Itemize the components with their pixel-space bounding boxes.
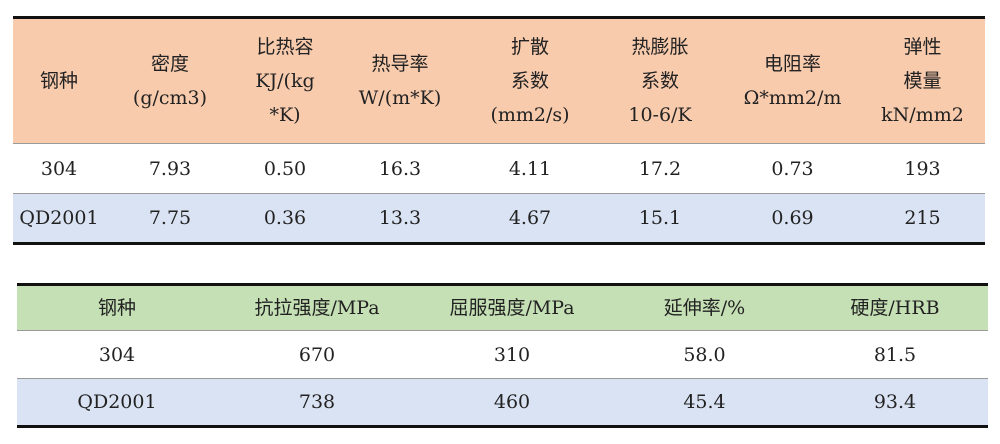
table-row: QD2001 7.75 0.36 13.3 4.67 15.1 0.69 215	[13, 193, 985, 244]
value-cell: 13.3	[335, 193, 465, 244]
mechanical-properties-table: 钢种 抗拉强度/MPa 屈服强度/MPa 延伸率/% 硬度/HRB 304 670 310 58…	[17, 283, 988, 428]
header-cell: 屈服强度/MPa	[417, 285, 607, 331]
value-cell: 670	[217, 330, 417, 379]
header-text: 系数	[640, 70, 679, 92]
value-cell: 738	[217, 378, 417, 427]
header-cell: 弹性模量 kN/mm2	[860, 18, 985, 144]
value-cell: 310	[417, 330, 607, 379]
header-text: 模量	[903, 70, 942, 92]
header-text: kN/mm2	[881, 104, 964, 126]
header-text: (mm2/s)	[490, 104, 570, 126]
header-text: 比热容	[256, 36, 314, 58]
header-text: Ω*mm2/m	[743, 87, 842, 109]
header-text: 电阻率	[763, 53, 821, 75]
header-text: 钢种	[97, 297, 136, 319]
value-cell: 0.73	[725, 143, 860, 194]
value-cell: 58.0	[607, 330, 802, 379]
header-text: 热膨胀	[631, 36, 689, 58]
header-text: 抗拉强度/MPa	[254, 297, 380, 319]
header-row: 钢种 抗拉强度/MPa 屈服强度/MPa 延伸率/% 硬度/HRB	[17, 284, 988, 331]
header-text: *K)	[269, 104, 301, 126]
header-cell: 硬度/HRB	[802, 285, 988, 331]
physical-properties-table: 钢种 密度 (g/cm3) 比热容 KJ/(kg *K) 热导率 W/(m*K) 扩散系数 (mm…	[13, 16, 985, 245]
header-cell: 抗拉强度/MPa	[217, 285, 417, 331]
value-cell: 7.75	[105, 193, 235, 244]
header-text: 屈服强度/MPa	[449, 297, 575, 319]
header-text: 热导率	[371, 53, 429, 75]
header-text: (g/cm3)	[132, 87, 208, 109]
header-cell: 电阻率 Ω*mm2/m	[725, 18, 860, 144]
value-cell: 17.2	[595, 143, 725, 194]
header-cell: 热膨胀系数 10-6/K	[595, 18, 725, 144]
header-text: 扩散	[510, 36, 549, 58]
value-cell: 460	[417, 378, 607, 427]
value-cell: 193	[860, 143, 985, 194]
value-cell: 0.36	[235, 193, 335, 244]
header-text: 密度	[150, 53, 189, 75]
header-cell: 扩散系数 (mm2/s)	[465, 18, 595, 144]
value-cell: 81.5	[802, 330, 988, 379]
header-cell: 钢种	[13, 18, 105, 144]
table-row: 304 670 310 58.0 81.5	[17, 330, 988, 379]
value-cell: 93.4	[802, 378, 988, 427]
steel-grade-cell: QD2001	[17, 378, 217, 427]
steel-grade-cell: 304	[17, 330, 217, 379]
header-text: 10-6/K	[628, 104, 692, 126]
header-text: 钢种	[39, 70, 78, 92]
value-cell: 16.3	[335, 143, 465, 194]
table-row: 304 7.93 0.50 16.3 4.11 17.2 0.73 193	[13, 143, 985, 194]
header-cell: 热导率 W/(m*K)	[335, 18, 465, 144]
header-text: 延伸率/%	[663, 297, 746, 319]
header-text: 弹性	[903, 36, 942, 58]
steel-grade-cell: QD2001	[13, 193, 105, 244]
header-text: W/(m*K)	[358, 87, 442, 109]
header-cell: 密度 (g/cm3)	[105, 18, 235, 144]
value-cell: 45.4	[607, 378, 802, 427]
value-cell: 0.69	[725, 193, 860, 244]
steel-grade-cell: 304	[13, 143, 105, 194]
value-cell: 4.67	[465, 193, 595, 244]
header-text: 硬度/HRB	[850, 297, 940, 319]
table-row: QD2001 738 460 45.4 93.4	[17, 378, 988, 427]
value-cell: 4.11	[465, 143, 595, 194]
value-cell: 7.93	[105, 143, 235, 194]
header-text: KJ/(kg	[255, 70, 315, 92]
header-cell: 延伸率/%	[607, 285, 802, 331]
header-cell: 比热容 KJ/(kg *K)	[235, 18, 335, 144]
value-cell: 15.1	[595, 193, 725, 244]
header-cell: 钢种	[17, 285, 217, 331]
value-cell: 0.50	[235, 143, 335, 194]
header-text: 系数	[510, 70, 549, 92]
value-cell: 215	[860, 193, 985, 244]
header-row: 钢种 密度 (g/cm3) 比热容 KJ/(kg *K) 热导率 W/(m*K) 扩散系数 (mm…	[13, 17, 985, 144]
